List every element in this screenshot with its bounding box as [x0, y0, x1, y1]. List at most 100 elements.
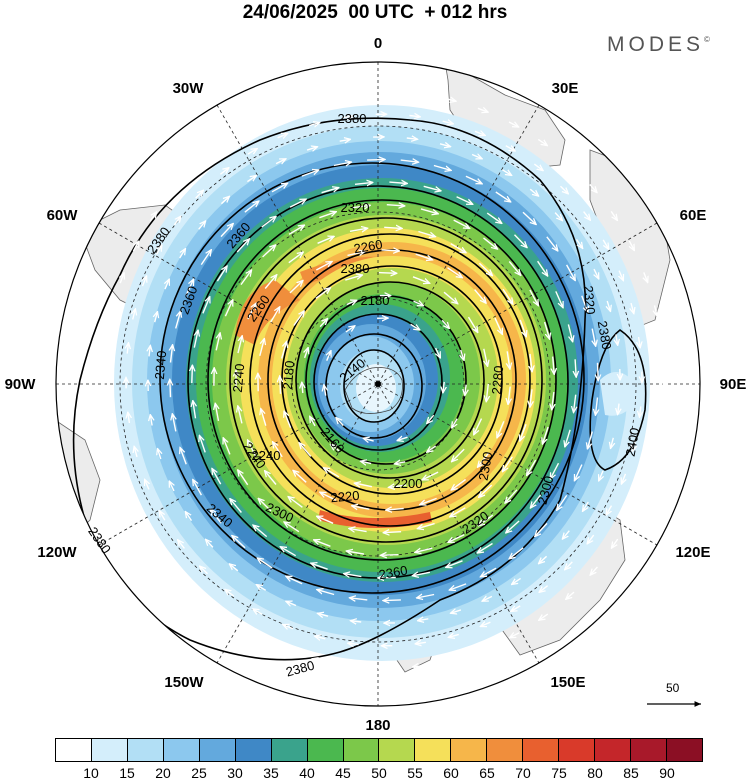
- colorbar-swatch: [666, 739, 702, 761]
- wind-vector: [546, 236, 558, 251]
- wind-vector: [315, 262, 332, 271]
- wind-vector: [486, 212, 502, 223]
- wind-vector: [618, 403, 619, 415]
- wind-vector: [537, 260, 548, 276]
- wind-vectors: [104, 92, 664, 669]
- wind-vector: [508, 122, 519, 127]
- wind-vector: [311, 563, 328, 570]
- wind-vector: [317, 590, 335, 596]
- wind-vector: [452, 418, 458, 429]
- wind-vector: [477, 542, 493, 554]
- lon-label-60e: 60E: [680, 207, 707, 224]
- wind-vector: [598, 362, 599, 381]
- wind-vector: [418, 619, 429, 621]
- colorbar-tick-label: 40: [299, 765, 315, 781]
- wind-vector: [471, 155, 482, 159]
- wind-vector: [261, 409, 267, 426]
- wind-vector: [350, 621, 362, 622]
- contour-label: 2260: [353, 237, 384, 257]
- colorbar-swatch: [379, 739, 416, 761]
- wind-vector: [415, 253, 433, 260]
- longitude-labels: 0 30E 60E 90E 120E 150E 180 150W 120W 90…: [5, 35, 747, 734]
- wind-reference-label: 50: [666, 681, 680, 695]
- wind-vector: [474, 289, 487, 304]
- lon-label-150w: 150W: [164, 674, 204, 691]
- wind-vector: [456, 196, 473, 205]
- wind-vector: [480, 622, 491, 626]
- wind-vector: [619, 270, 623, 281]
- contour-2280: [249, 233, 531, 527]
- wind-vector: [592, 328, 596, 347]
- wind-vector: [611, 437, 614, 449]
- wind-vector: [446, 560, 463, 568]
- contour-2220: [295, 281, 485, 479]
- wind-vector: [220, 196, 229, 205]
- wind-vector: [367, 159, 385, 160]
- wind-vector: [446, 659, 457, 662]
- wind-vector: [284, 411, 292, 428]
- wind-vector: [305, 348, 309, 359]
- wind-vector: [155, 312, 158, 323]
- lon-label-120e: 120E: [675, 544, 710, 561]
- contour-2360: [159, 162, 585, 594]
- wind-vector: [394, 462, 406, 464]
- colorbar-swatch: [307, 739, 344, 761]
- wind-vector: [265, 471, 277, 485]
- wind-vector: [324, 385, 326, 396]
- wind-vector: [120, 477, 124, 488]
- lon-label-120w: 120W: [37, 544, 77, 561]
- colorbar-tick-label: 35: [263, 765, 279, 781]
- wind-vector: [507, 351, 510, 369]
- wind-vector: [216, 266, 227, 282]
- wind-vector: [345, 666, 356, 667]
- wind-vector: [312, 659, 323, 662]
- wind-vector: [280, 648, 291, 652]
- wind-vector: [283, 625, 294, 629]
- wind-vector: [158, 449, 161, 460]
- wind-vector: [363, 438, 374, 441]
- wind-vector: [349, 228, 368, 231]
- wind-vector: [587, 431, 593, 449]
- wind-vector: [639, 336, 641, 348]
- wind-vector: [406, 138, 418, 139]
- map-disk: [56, 62, 700, 706]
- wind-vector: [293, 311, 304, 326]
- contour-2320: [207, 199, 557, 561]
- wind-vector: [423, 185, 441, 191]
- colorbar-swatch: [271, 739, 308, 761]
- wind-vector: [175, 311, 181, 329]
- chart-title: 24/06/2025 00 UTC + 012 hrs: [242, 2, 508, 23]
- wind-vector: [302, 382, 303, 394]
- wind-vector: [451, 478, 467, 491]
- wind-vector: [306, 147, 318, 150]
- wind-vector: [309, 123, 320, 126]
- wind-vector: [206, 539, 214, 548]
- wind-vector: [317, 516, 334, 524]
- wind-vector: [386, 509, 404, 511]
- wind-vector: [352, 506, 370, 509]
- brand-name: MODES: [607, 33, 705, 56]
- wind-vector: [629, 240, 634, 251]
- wind-vector: [449, 583, 467, 590]
- wind-vector: [185, 279, 194, 296]
- wind-vector: [194, 592, 204, 601]
- wind-vector: [640, 406, 641, 417]
- lon-label-180: 180: [365, 717, 390, 734]
- wind-vector: [170, 379, 171, 398]
- wind-vector: [193, 479, 203, 496]
- wind-vector: [519, 319, 526, 337]
- colorbar-tick-label: 50: [371, 765, 387, 781]
- wind-vector: [210, 509, 222, 524]
- wind-vector: [631, 302, 634, 314]
- colorbar-swatch: [163, 739, 200, 761]
- wind-vector: [452, 448, 465, 462]
- wind-vector: [301, 170, 319, 177]
- wind-vector: [288, 252, 304, 264]
- wind-vector: [286, 576, 303, 585]
- wind-vector: [443, 291, 458, 304]
- wind-vector: [478, 452, 490, 467]
- contour-label: 2240: [230, 363, 247, 393]
- wind-vector: [200, 250, 211, 265]
- wind-vector: [644, 476, 648, 487]
